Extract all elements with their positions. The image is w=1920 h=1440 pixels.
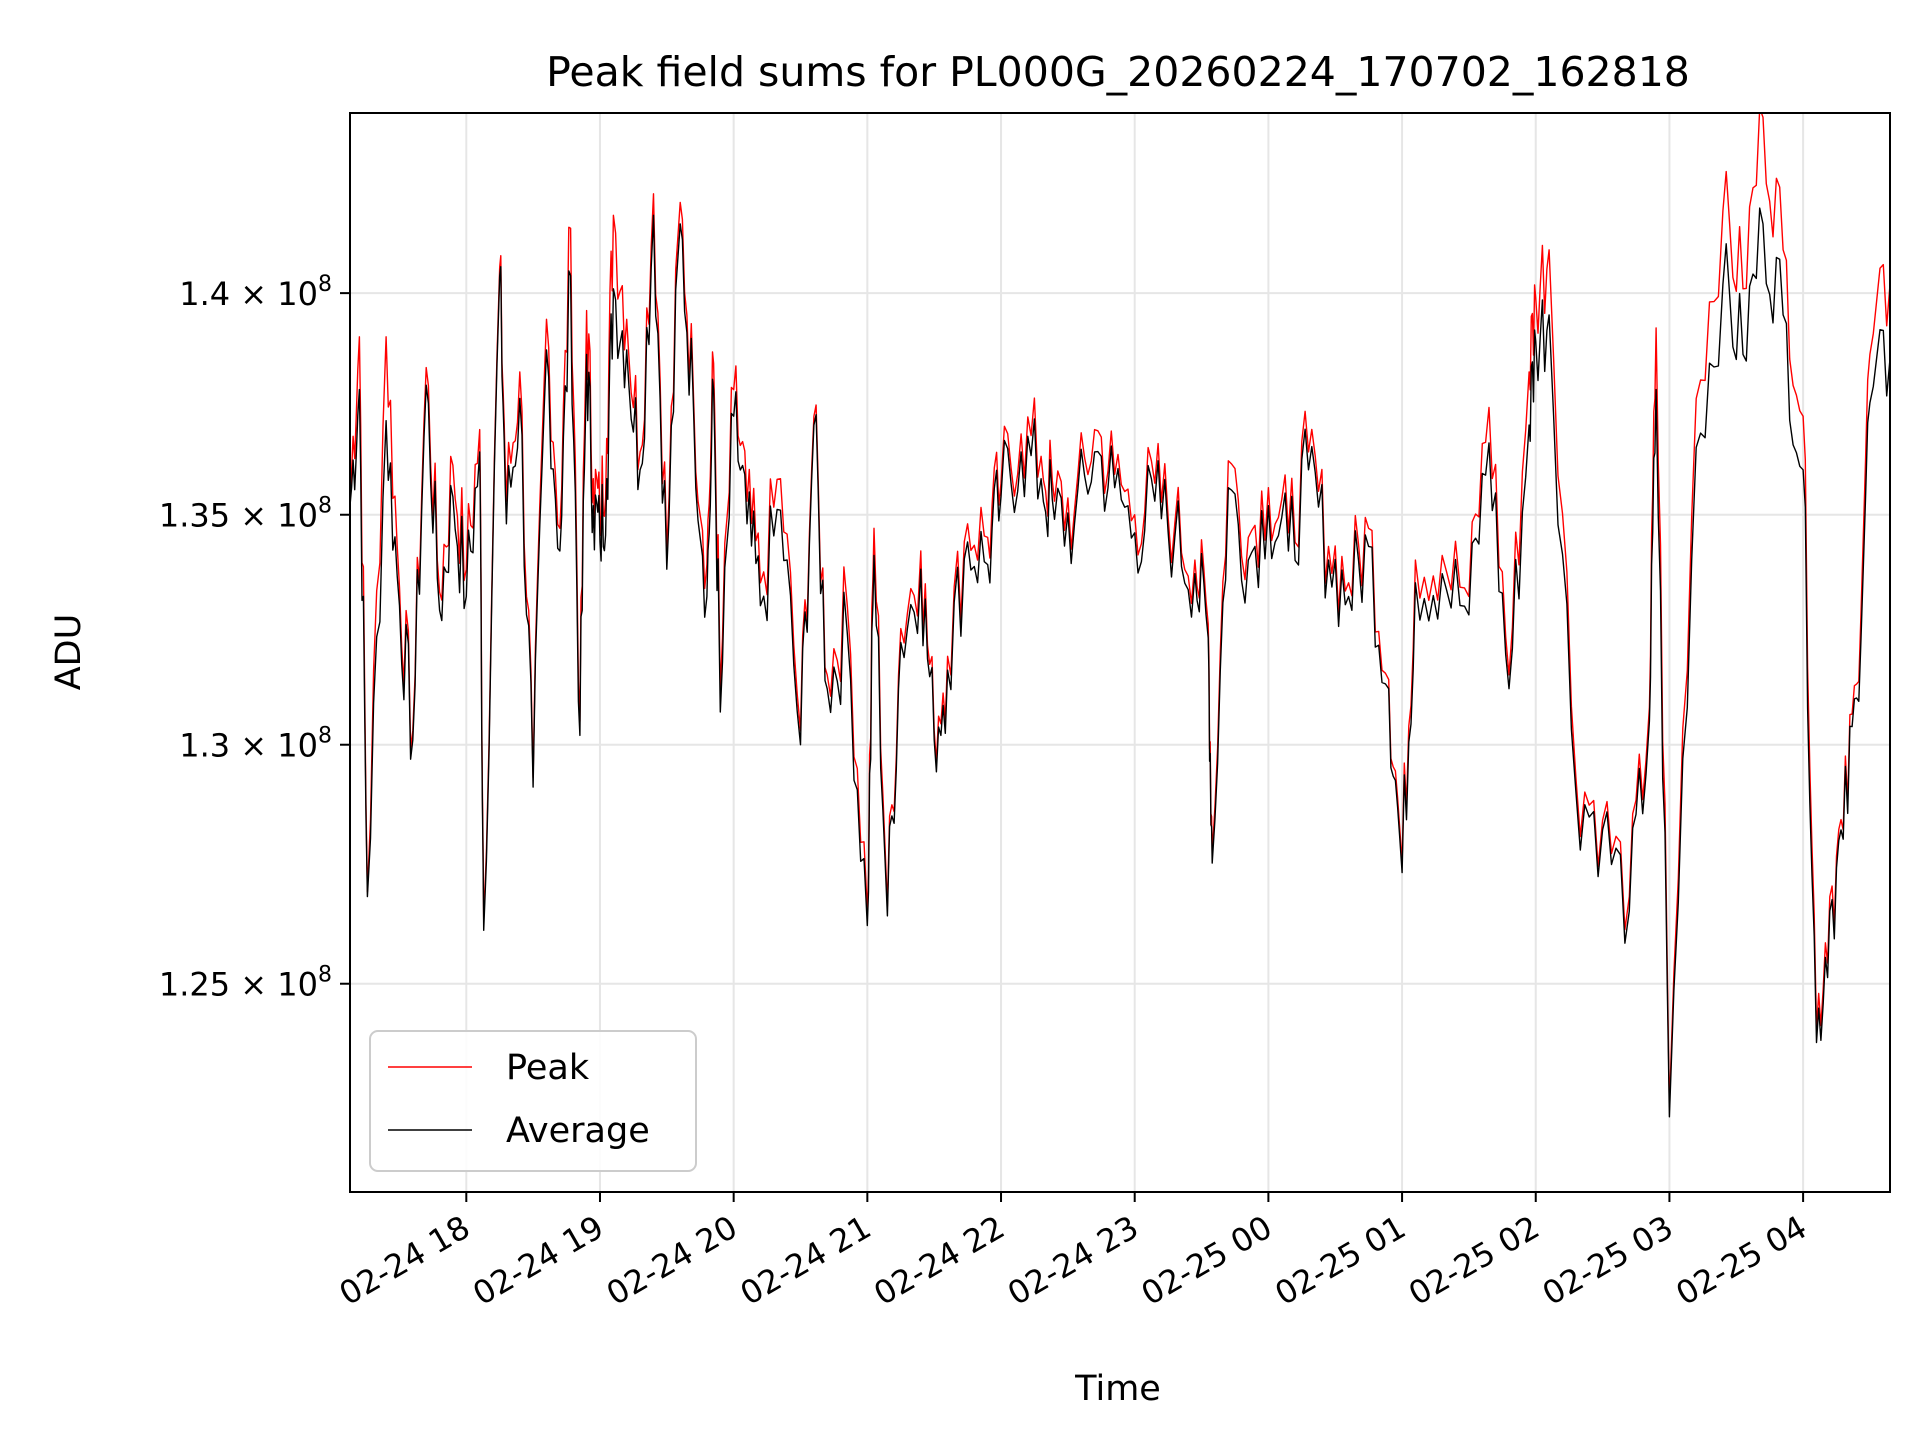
plot-area [350,113,1890,1118]
y-axis: 1.25 × 108 1.3 × 108 1.35 × 108 1.4 × 108 [159,272,350,1004]
series-peak-line [350,113,1890,1108]
legend: Peak Average [369,1030,697,1172]
x-axis-label: Time [1074,1369,1161,1409]
legend-average-label: Average [506,1111,650,1151]
legend-box [369,1030,697,1172]
y-tick-label: 1.35 × 108 [159,494,332,535]
legend-peak-label: Peak [506,1048,590,1088]
y-tick-label: 1.3 × 108 [179,724,332,765]
y-tick-label: 1.25 × 108 [159,963,332,1004]
series-average-line [350,207,1890,1118]
y-tick-label: 1.4 × 108 [179,272,332,313]
chart-title: Peak field sums for PL000G_20260224_1707… [546,48,1690,96]
y-axis-label: ADU [49,614,89,691]
plot-frame [349,112,1891,1193]
